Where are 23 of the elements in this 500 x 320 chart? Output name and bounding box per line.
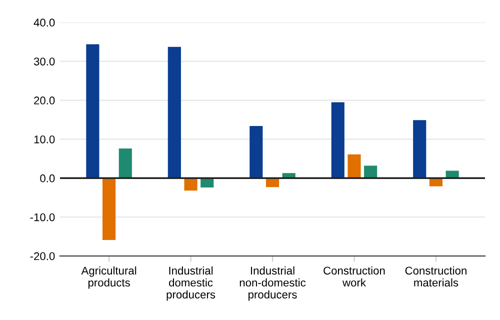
x-tick-label: Construction materials: [405, 266, 466, 287]
bar: [102, 178, 116, 240]
bar: [413, 120, 426, 178]
y-tick-label: 30.0: [34, 58, 55, 66]
x-tick-label: Agricultural products: [81, 266, 136, 289]
bar: [86, 44, 100, 178]
bar: [348, 154, 361, 178]
y-tick-label: -10.0: [30, 213, 55, 222]
bar: [331, 102, 344, 178]
y-tick-label: -20.0: [30, 252, 55, 260]
y-tick-label: 0.0: [40, 174, 55, 182]
y-tick-label: 10.0: [34, 135, 55, 144]
x-tick-label: Industrial domestic producers: [166, 266, 216, 301]
bar: [168, 46, 181, 178]
x-tick-label: Construction work: [324, 266, 385, 287]
y-tick-label: 40.0: [34, 18, 55, 27]
y-tick-label: 20.0: [34, 96, 55, 104]
x-tick-label: Industrial non-domestic producers: [240, 266, 306, 301]
bar: [184, 178, 198, 191]
bar: [250, 126, 263, 178]
bar: [364, 166, 378, 178]
bar: [118, 148, 132, 178]
bar: [446, 170, 459, 178]
